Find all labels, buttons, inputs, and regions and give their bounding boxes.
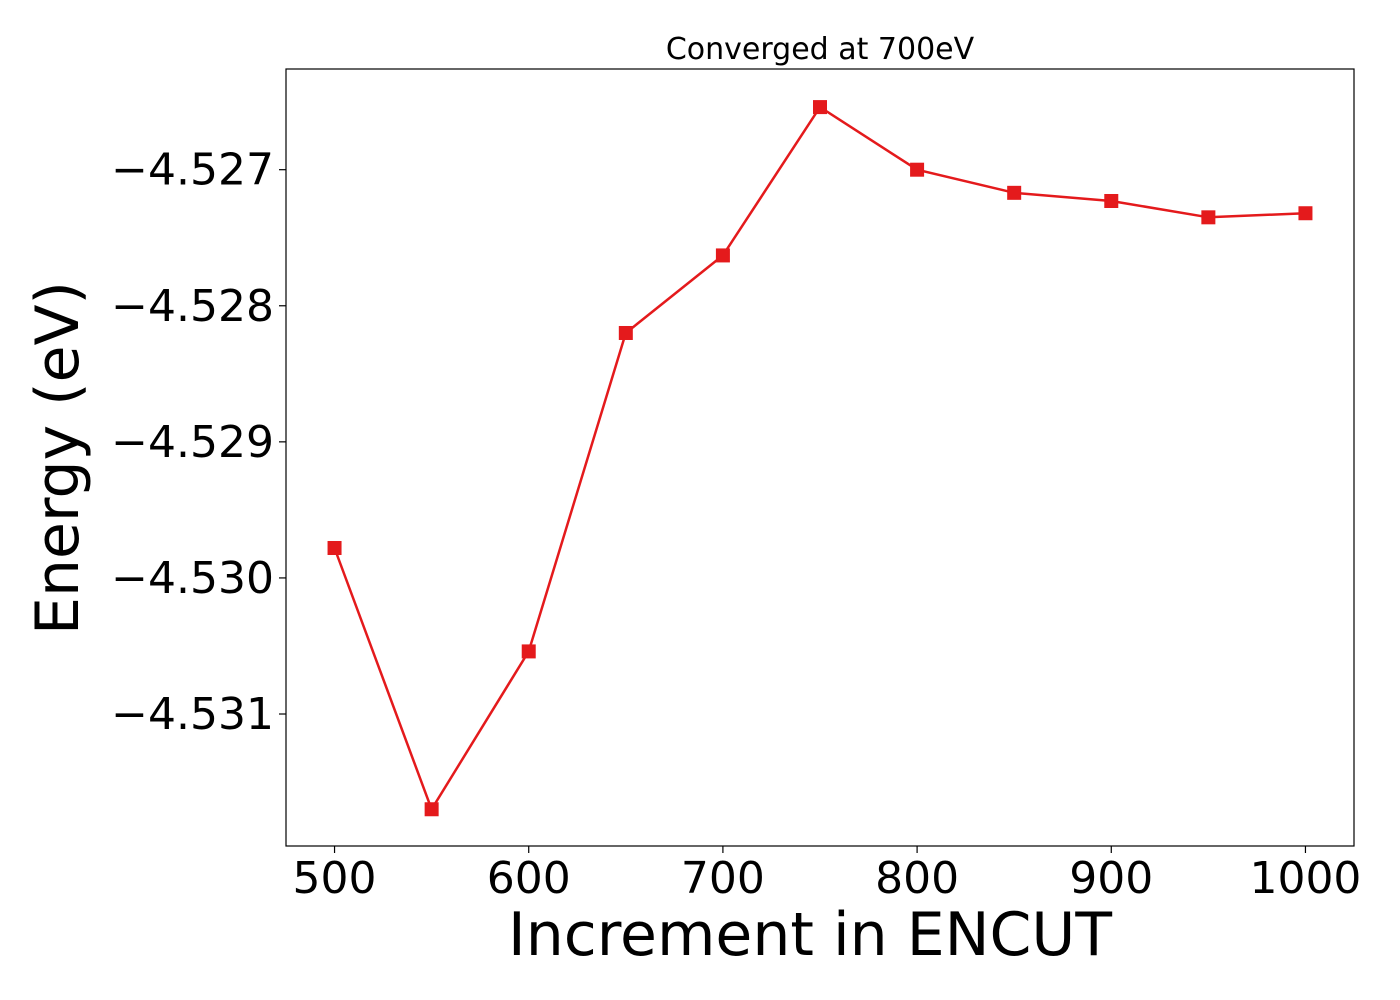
y-tick-label: −4.528: [111, 281, 274, 332]
y-axis-label: Energy (eV): [23, 281, 93, 635]
x-tick-label: 900: [1069, 853, 1153, 904]
data-point-marker: [521, 644, 536, 659]
series-line: [333, 105, 1306, 813]
y-tick-label: −4.529: [111, 417, 274, 468]
data-point-marker: [1007, 185, 1022, 200]
y-tick-label: −4.531: [111, 689, 274, 740]
data-point-marker: [424, 802, 439, 817]
data-point-marker: [1104, 193, 1119, 208]
data-point-marker: [1201, 210, 1216, 225]
data-point-marker: [327, 540, 342, 555]
data-point-marker: [715, 248, 730, 263]
y-tick-label: −4.530: [111, 553, 274, 604]
y-tick-label: −4.527: [111, 145, 274, 196]
x-tick-label: 600: [487, 853, 571, 904]
y-axis: −4.531 −4.530 −4.529 −4.528 −4.527: [111, 145, 286, 740]
x-axis-label: Increment in ENCUT: [508, 900, 1112, 970]
data-point-marker: [813, 100, 827, 115]
x-axis: 500 600 700 800 900 1000: [293, 846, 1361, 904]
series-layer: [327, 100, 1313, 817]
x-tick-label: 800: [875, 853, 959, 904]
data-point-marker: [1298, 206, 1313, 221]
data-point-marker: [910, 162, 925, 177]
x-tick-label: 500: [293, 853, 377, 904]
chart-title: Converged at 700eV: [666, 32, 975, 67]
x-tick-label: 700: [681, 853, 765, 904]
plot-area-frame: [285, 68, 1355, 847]
data-point-marker: [618, 325, 633, 340]
x-tick-label: 1000: [1249, 853, 1361, 904]
